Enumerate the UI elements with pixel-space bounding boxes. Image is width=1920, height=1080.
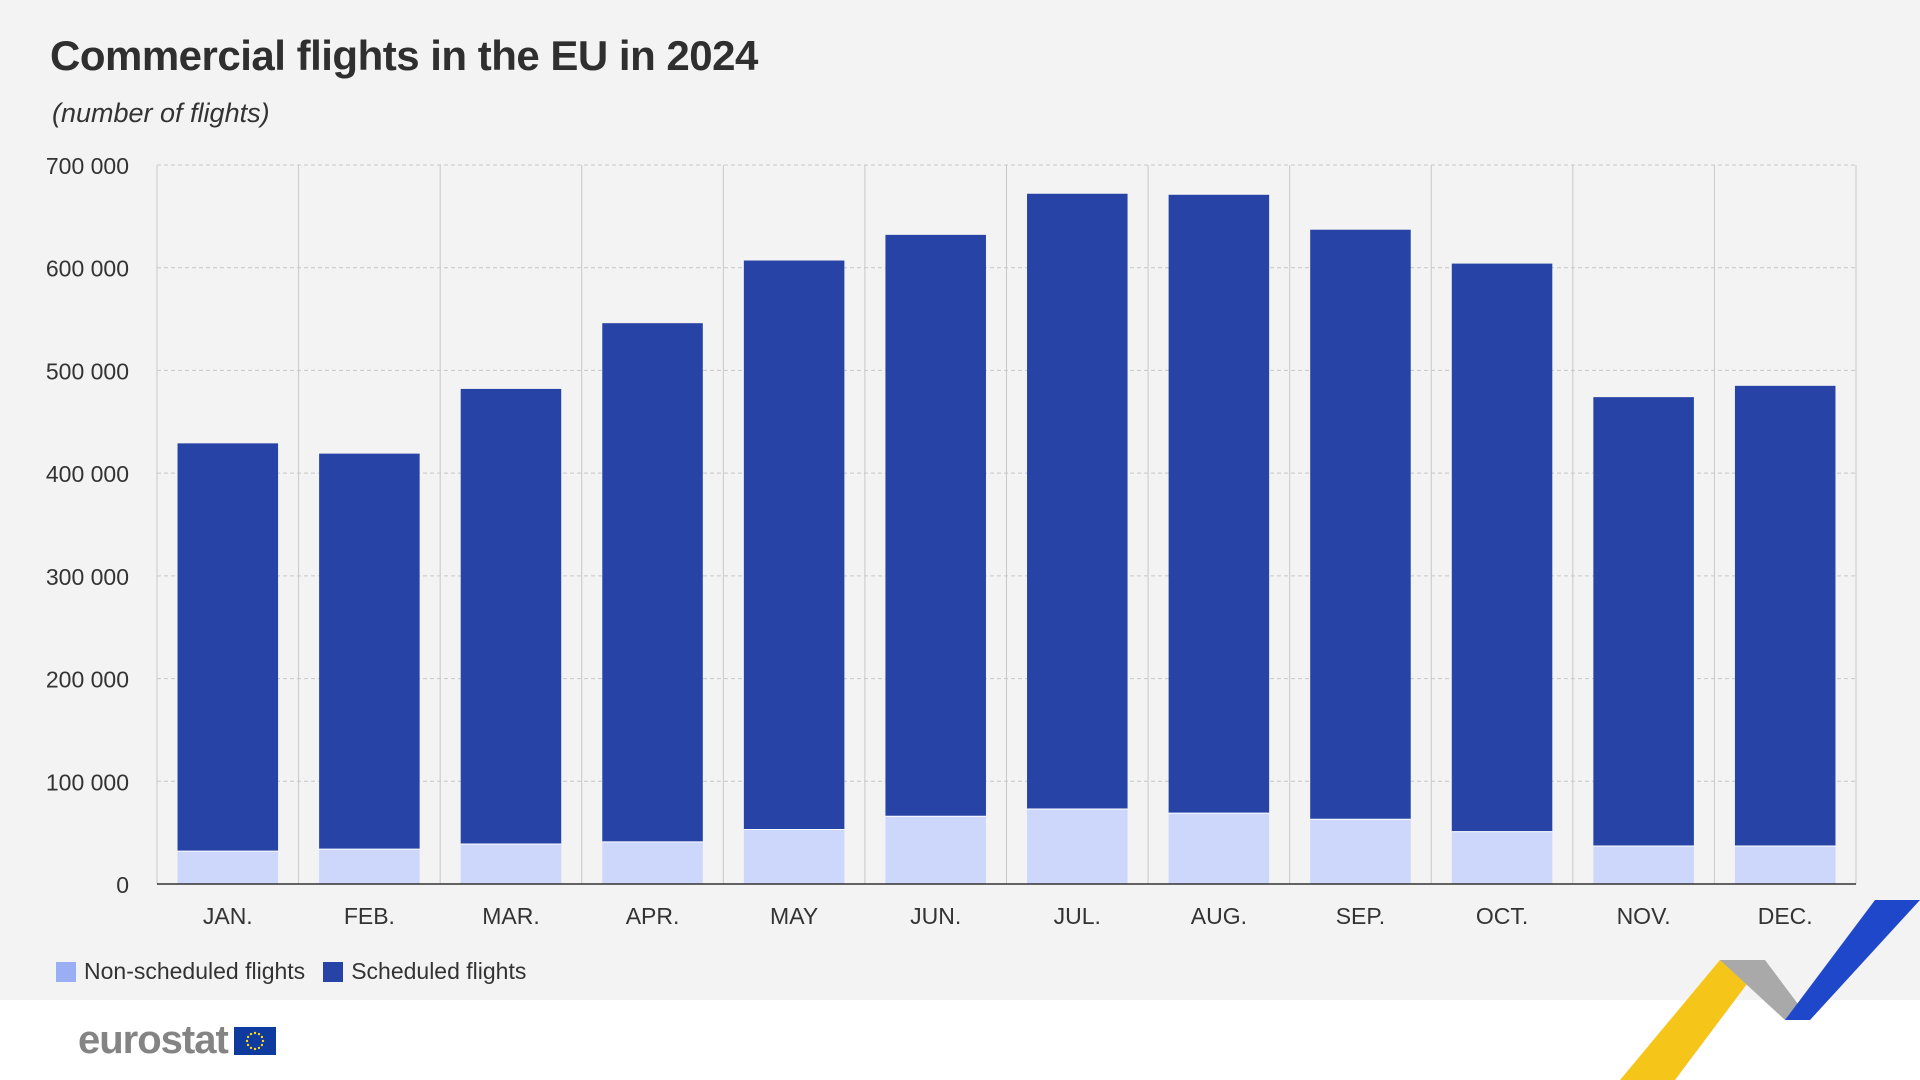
flag-star <box>260 1035 263 1038</box>
x-tick-label: OCT. <box>1476 903 1528 929</box>
y-tick-label: 600 000 <box>46 256 129 282</box>
flag-star <box>253 1047 257 1050</box>
legend-label-scheduled: Scheduled flights <box>351 958 527 984</box>
blue-stripe-shape <box>1785 900 1920 1020</box>
flag-star <box>257 1046 261 1049</box>
y-tick-label: 200 000 <box>46 667 129 693</box>
chart-legend: Non-scheduled flights Scheduled flights <box>56 958 544 985</box>
bar-scheduled <box>1168 194 1270 814</box>
y-tick-label: 700 000 <box>46 153 129 179</box>
x-tick-label: AUG. <box>1191 903 1247 929</box>
x-tick-label: APR. <box>626 903 680 929</box>
bar-non-scheduled <box>1734 845 1836 884</box>
bar-non-scheduled <box>1310 819 1411 884</box>
bar-scheduled <box>1027 193 1128 810</box>
bar-non-scheduled <box>460 843 562 884</box>
bar-non-scheduled <box>602 841 703 884</box>
flag-star <box>261 1039 265 1042</box>
flag-star <box>249 1046 253 1049</box>
legend-item-scheduled: Scheduled flights <box>323 958 526 985</box>
flag-star <box>249 1032 253 1035</box>
flag-star <box>246 1043 250 1046</box>
footer-band <box>0 1000 1920 1080</box>
legend-item-non-scheduled: Non-scheduled flights <box>56 958 305 985</box>
legend-label-non-scheduled: Non-scheduled flights <box>84 958 306 984</box>
x-tick-label: SEP. <box>1336 903 1385 929</box>
bar-non-scheduled <box>1451 831 1553 884</box>
bar-non-scheduled <box>177 851 279 884</box>
x-tick-label: FEB. <box>344 903 395 929</box>
y-tick-label: 100 000 <box>46 769 129 795</box>
bar-scheduled <box>460 388 562 844</box>
x-tick-label: NOV. <box>1617 903 1671 929</box>
grey-stripe-shape <box>1720 960 1810 1020</box>
bar-scheduled <box>743 260 845 830</box>
bar-scheduled <box>885 234 986 817</box>
bar-scheduled <box>319 453 420 850</box>
eu-flag-icon <box>233 1026 276 1055</box>
flag-star <box>245 1039 249 1042</box>
bar-scheduled <box>1734 385 1836 846</box>
bar-non-scheduled <box>743 829 845 884</box>
bar-scheduled <box>1593 397 1694 846</box>
flag-star <box>257 1032 261 1035</box>
bar-non-scheduled <box>1168 813 1270 884</box>
flag-star <box>260 1043 263 1046</box>
y-tick-label: 400 000 <box>46 461 129 487</box>
bar-scheduled <box>602 323 703 842</box>
bar-non-scheduled <box>885 816 986 884</box>
x-tick-label: DEC. <box>1758 903 1813 929</box>
corner-chevron-decoration <box>1620 900 1920 1080</box>
flag-star <box>253 1031 257 1034</box>
yellow-stripe-shape <box>1620 960 1765 1080</box>
logo-text: eurostat <box>78 1018 229 1062</box>
eurostat-logo: eurostat <box>78 1018 276 1063</box>
x-tick-label: JUN. <box>910 903 961 929</box>
bar-scheduled <box>177 443 279 852</box>
x-tick-label: JAN. <box>203 903 253 929</box>
bar-non-scheduled <box>1593 845 1694 884</box>
y-tick-label: 0 <box>116 872 129 898</box>
bar-non-scheduled <box>1027 809 1128 884</box>
x-tick-label: MAY <box>770 903 818 929</box>
bar-chart: 0 100 000 200 000 300 000 400 000 500 000 600 … <box>46 153 1857 929</box>
x-tick-label: JUL. <box>1054 903 1101 929</box>
y-tick-label: 300 000 <box>46 564 129 590</box>
bar-scheduled <box>1451 263 1553 832</box>
bar-non-scheduled <box>319 849 420 884</box>
chart-subtitle: (number of flights) <box>52 98 270 128</box>
legend-swatch-scheduled <box>323 961 344 982</box>
x-tick-label: MAR. <box>482 903 540 929</box>
legend-swatch-non-scheduled <box>56 961 76 982</box>
flag-star <box>246 1035 250 1038</box>
y-tick-label: 500 000 <box>46 358 129 384</box>
bar-scheduled <box>1310 229 1411 820</box>
chart-title: Commercial flights in the EU in 2024 <box>50 32 758 79</box>
